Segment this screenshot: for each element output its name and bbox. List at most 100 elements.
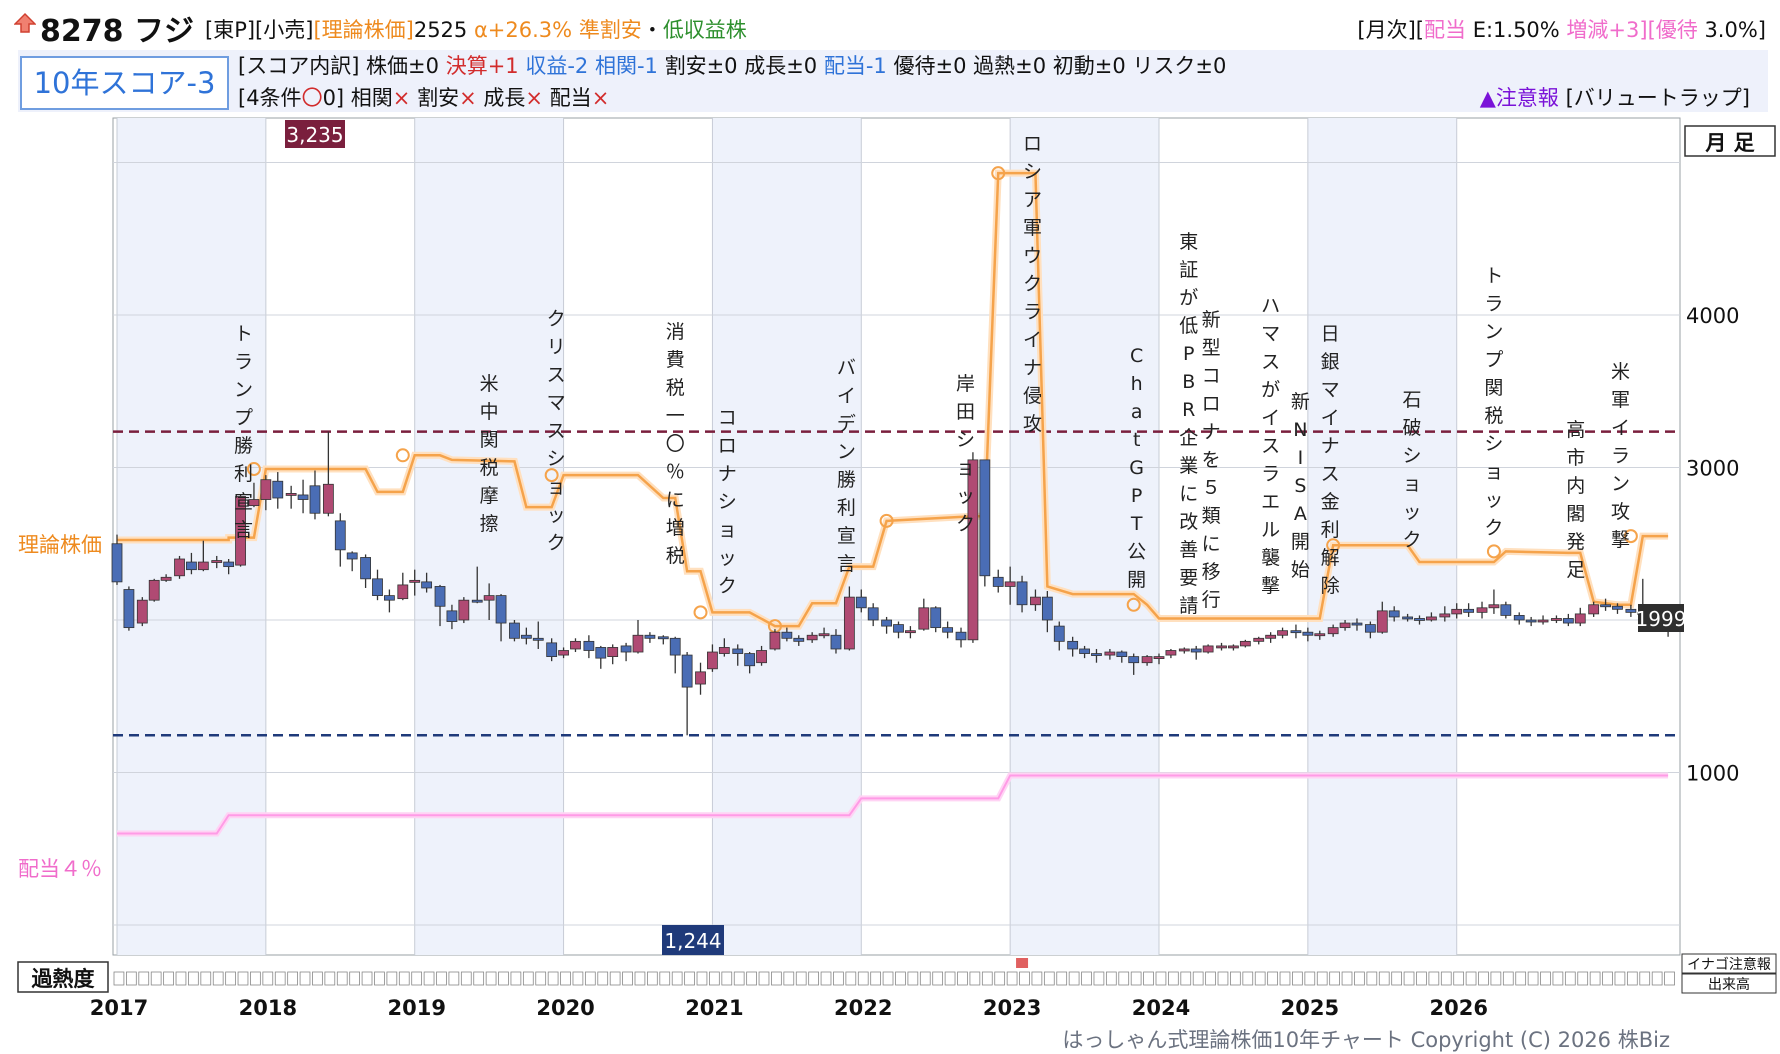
overheat-cell: [1180, 971, 1192, 986]
x-tick-label: 2017: [90, 996, 148, 1020]
overheat-cell: [944, 971, 956, 986]
overheat-cell: [1664, 971, 1675, 986]
candle-body: [1079, 648, 1090, 654]
event-label: ハマスがイスラエル襲撃: [1261, 295, 1280, 597]
x-tick-label: 2021: [685, 996, 743, 1020]
candle-body: [1265, 634, 1277, 639]
overheat-cell: [1527, 971, 1539, 986]
overheat-cell: [1589, 971, 1601, 986]
stock-meta: [東P][小売][理論株価]2525 α+26.3% 準割安・低収益株: [205, 14, 747, 44]
overheat-cell: [1068, 971, 1080, 986]
cond-growth-mark: ×: [525, 86, 543, 110]
overheat-cell: [1416, 971, 1427, 986]
overheat-cell: [138, 971, 150, 986]
overheat-cell: [907, 971, 919, 986]
up-arrow-icon: [14, 12, 36, 33]
overheat-cell: [386, 971, 398, 986]
cond-dividend: 配当: [543, 86, 592, 110]
candle-body: [781, 631, 793, 639]
event-label: 石破ショック: [1403, 389, 1422, 551]
candle-body: [434, 586, 446, 607]
overheat-cell: [795, 971, 807, 986]
theory-marker: [693, 605, 708, 620]
theory-marker: [544, 468, 559, 483]
candle-body: [1537, 619, 1549, 623]
overheat-cell: [1564, 971, 1576, 986]
event-label: トランプ勝利宣言: [234, 323, 253, 541]
overheat-cell: [584, 971, 596, 986]
candle-body: [197, 561, 209, 571]
overheat-cell: [1490, 971, 1502, 986]
candle-body: [458, 599, 470, 621]
event-label: クリスマスショック: [547, 308, 566, 554]
candle-body: [756, 650, 767, 664]
overheat-cell: [361, 971, 373, 986]
overheat-cell: [820, 971, 832, 986]
overheat-cell: [1093, 971, 1105, 986]
candle-body: [1388, 610, 1400, 618]
theory-tag: [理論株価]: [313, 18, 414, 42]
overheat-cell: [721, 971, 733, 986]
candle-body: [409, 579, 421, 583]
x-tick-label: 2024: [1132, 996, 1190, 1020]
overheat-cell: [882, 971, 894, 986]
candle-body: [1339, 622, 1351, 629]
volume-label: 出来高: [1708, 976, 1750, 993]
candle-body: [1104, 651, 1116, 656]
candle-body: [260, 479, 272, 500]
candle-body: [744, 653, 756, 667]
candle-body: [1376, 610, 1388, 633]
theory-marker: [1126, 597, 1141, 612]
year-band: [1307, 118, 1457, 955]
overheat-cell: [746, 971, 757, 986]
candle-body: [1277, 630, 1288, 636]
breakdown-price: [スコア内訳] 株価±0: [238, 54, 446, 78]
overheat-cell: [225, 971, 236, 986]
candle-body: [1165, 650, 1177, 656]
overheat-cell: [1391, 971, 1402, 986]
overheat-cell: [1105, 971, 1117, 986]
overheat-cell: [312, 971, 323, 986]
overheat-cell: [1316, 971, 1328, 986]
event-label: 新型コロナを５類に移行: [1202, 309, 1221, 611]
breakdown-dividend: 配当-1: [823, 54, 887, 78]
candle-body: [979, 459, 991, 577]
candle-body: [1351, 622, 1363, 626]
candle-body: [1153, 656, 1165, 659]
candle-body: [1239, 640, 1251, 647]
candle-body: [309, 485, 321, 514]
candle-body: [695, 671, 706, 685]
candle-body: [334, 520, 346, 551]
overheat-cell: [1279, 971, 1291, 986]
candle-body: [483, 595, 495, 601]
candle-body: [881, 619, 892, 627]
conditions-circle: 〇: [301, 86, 323, 110]
overheat-cell: [535, 971, 547, 986]
candle-body: [1228, 645, 1239, 649]
theory-marker: [395, 448, 410, 463]
dividend-line: [117, 774, 1669, 835]
candle-body: [905, 630, 916, 634]
candle-body: [546, 642, 558, 658]
year-band: [1010, 118, 1159, 955]
event-label: 米中関税摩擦: [480, 373, 499, 535]
candle-body: [1016, 581, 1028, 606]
overheat-cell: [1403, 971, 1415, 986]
overheat-cell: [1341, 971, 1353, 986]
cond-correlation: 0] 相関: [322, 86, 393, 110]
candle-body: [1128, 656, 1140, 664]
overheat-cell: [895, 971, 906, 986]
overheat-cell: [870, 971, 881, 986]
overheat-cell: [572, 971, 584, 986]
inago-box: [1681, 953, 1777, 974]
candle-body: [1426, 616, 1437, 621]
theory-marker: [1486, 544, 1501, 559]
overheat-cell: [1428, 971, 1440, 986]
theory-legend: 理論株価: [18, 533, 102, 557]
valuation-badge: 準割安: [578, 18, 642, 42]
x-tick-label: 2025: [1281, 996, 1339, 1020]
candle-body: [1551, 618, 1562, 621]
overheat-cell: [1217, 971, 1229, 986]
overheat-cell: [448, 971, 460, 986]
theory-marker: [879, 513, 894, 528]
